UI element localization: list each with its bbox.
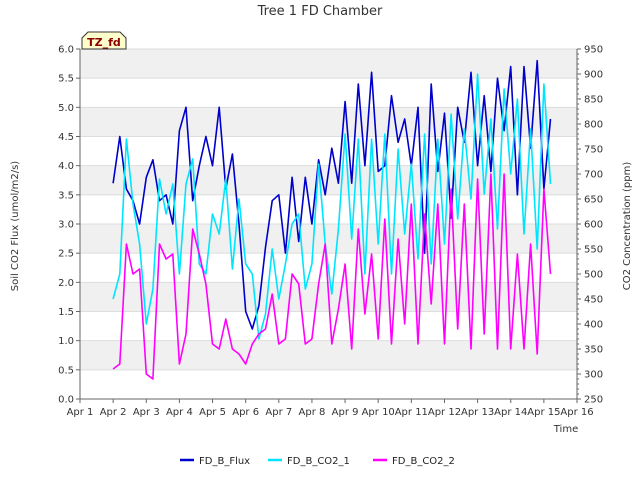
y-tick-label: 3.5 [58,190,74,201]
y-tick-label: 1.0 [58,336,74,347]
badge-box [81,31,127,50]
y2-tick-label: 300 [584,370,603,381]
y-tick-label: 0.0 [58,395,74,406]
y-tick-label: 6.0 [58,45,74,56]
y-axis-title: Soil CO2 Flux (umol/m2/s) [10,161,21,291]
badge: TZ_fd [81,31,127,50]
x-tick-label: Apr 7 [265,407,292,418]
y2-tick-label: 550 [584,245,603,256]
series-line-FD_B_CO2_1 [112,73,552,340]
y2-tick-label: 850 [584,95,603,106]
background-band [80,340,577,370]
x-axis-title: Time [553,424,578,435]
y2-tick-label: 650 [584,195,603,206]
badge-label: TZ_fd [87,36,121,49]
x-tick-label: Apr 8 [299,407,326,418]
x-tick-label: Apr 5 [199,407,226,418]
y2-tick-label: 700 [584,170,603,181]
y-tick-label: 3.0 [58,220,74,231]
legend-label: FD_B_CO2_1 [287,456,350,467]
x-tick-label: Apr 9 [332,407,359,418]
background-band [80,49,577,79]
x-tick-label: Apr 11 [395,407,428,418]
series-line-FD_B_Flux [112,59,552,330]
y-tick-label: 5.0 [58,103,74,114]
y2-tick-label: 450 [584,295,603,306]
legend-label: FD_B_CO2_2 [392,456,455,467]
y2-tick-label: 750 [584,145,603,156]
x-tick-label: Apr 1 [67,407,94,418]
y2-tick-label: 500 [584,270,603,281]
y2-axis-title: CO2 Concentration (ppm) [622,162,633,291]
y2-tick-label: 950 [584,45,603,56]
x-tick-label: Apr 10 [362,407,395,418]
x-tick-label: Apr 12 [428,407,461,418]
legend: FD_B_Flux FD_B_CO2_1 FD_B_CO2_2 [180,456,455,467]
y2-tick-label: 350 [584,345,603,356]
y2-tick-label: 250 [584,395,603,406]
axes: 0.0 0.5 1.0 1.5 2.0 2.5 3.0 3.5 4.0 4.5 5.0 5.5 6.0 2… [58,45,603,419]
y-tick-label: 1.5 [58,307,74,318]
x-tick-label: Apr 13 [461,407,494,418]
y2-tick-label: 400 [584,320,603,331]
x-tick-label: Apr 3 [133,407,160,418]
y-tick-label: 2.0 [58,278,74,289]
y2-tick-label: 600 [584,220,603,231]
y-tick-label: 5.5 [58,74,74,85]
x-tick-label: Apr 4 [166,407,193,418]
y-tick-label: 0.5 [58,365,74,376]
y-tick-label: 4.0 [58,161,74,172]
y2-tick-label: 800 [584,120,603,131]
x-tick-label: Apr 15 [527,407,560,418]
legend-label: FD_B_Flux [199,456,250,467]
x-tick-label: Apr 14 [494,407,527,418]
y-tick-label: 4.5 [58,132,74,143]
x-tick-label: Apr 2 [100,407,127,418]
x-tick-label: Apr 16 [560,407,593,418]
chart-title: Tree 1 FD Chamber [257,4,383,19]
x-tick-label: Apr 6 [232,407,259,418]
series-line-FD_B_CO2_2 [112,173,552,380]
y2-tick-label: 900 [584,70,603,81]
y-tick-label: 2.5 [58,249,74,260]
series-layer [112,59,552,380]
